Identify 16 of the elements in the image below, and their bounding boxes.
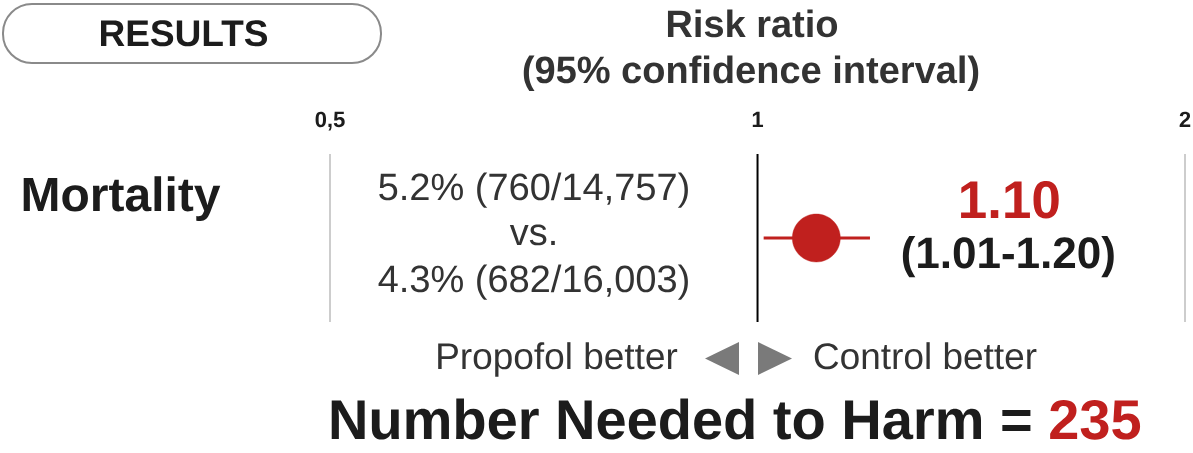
chart-subtitle: (95% confidence interval): [523, 55, 979, 91]
annotation: vs.: [509, 224, 555, 246]
annotation: (1.01-1.20): [902, 236, 1114, 278]
x-tick-label: 1: [752, 111, 764, 127]
y-tick-label: Mortality: [23, 176, 221, 221]
annotation: Number Needed to Harm =: [331, 398, 1031, 440]
data-label: 1.10: [961, 181, 1059, 219]
annotation: Propofol better: [438, 342, 678, 377]
annotation: 235: [1050, 399, 1141, 440]
text: RESULTS: [101, 20, 268, 47]
x-tick-label: 0,5: [315, 111, 345, 131]
annotation: 4.3% (682/16,003): [378, 264, 688, 300]
x-tick-label: 2: [1179, 111, 1191, 127]
annotation: 5.2% (760/14,757): [379, 172, 688, 208]
annotation: Control better: [814, 342, 1037, 370]
chart-title: Risk ratio: [667, 9, 838, 38]
